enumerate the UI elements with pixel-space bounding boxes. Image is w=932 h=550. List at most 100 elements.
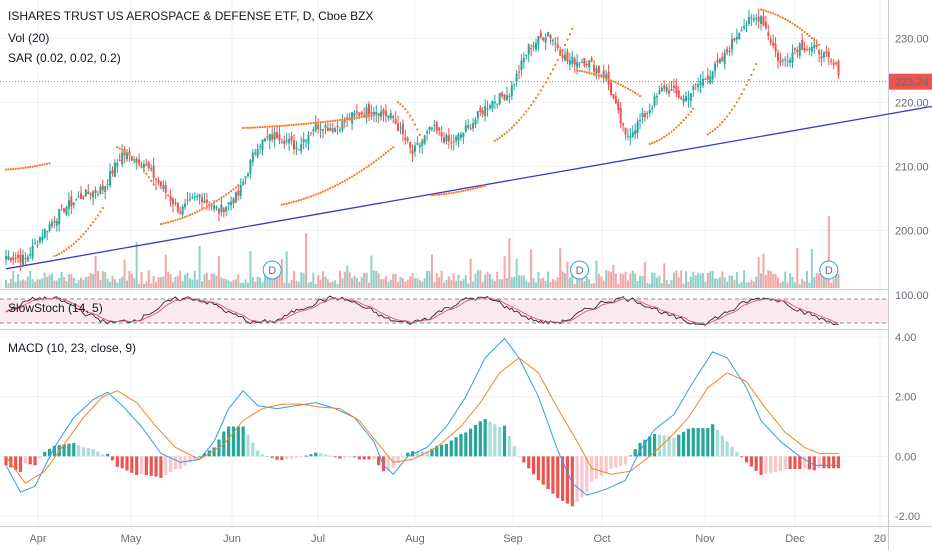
volume-bar (411, 273, 414, 288)
volume-bar (520, 275, 523, 288)
candle-body (77, 196, 80, 198)
candle-body (384, 110, 387, 117)
sar-dot (145, 172, 148, 175)
volume-bar (653, 272, 656, 288)
candle-body (389, 113, 392, 119)
candle-body (450, 142, 453, 144)
macd-histogram-bar (522, 456, 526, 463)
macd-histogram-bar (812, 456, 816, 471)
dividend-marker[interactable] (819, 260, 839, 280)
candle-body (38, 237, 41, 243)
sar-dot (152, 183, 155, 186)
sar-dot (169, 220, 172, 223)
macd-histogram-bar (183, 456, 187, 466)
sar-dot (360, 115, 363, 119)
sar-dot (203, 206, 206, 210)
sar-dot (464, 189, 467, 192)
candle-body (663, 85, 666, 89)
volume-bar (242, 282, 245, 288)
candle-body (665, 87, 668, 92)
sar-dot (65, 248, 68, 251)
candle-body (322, 129, 325, 132)
sar-dot (450, 191, 453, 195)
sar-dot (525, 110, 528, 113)
sar-dot (786, 19, 789, 22)
volume-bar (338, 270, 341, 288)
sar-dot (84, 230, 87, 233)
volume-bar (41, 278, 44, 288)
macd-histogram-bar (202, 453, 207, 457)
volume-bar (244, 279, 247, 288)
volume-bar (19, 280, 22, 288)
volume-bar (772, 274, 775, 288)
candle-body (307, 134, 310, 144)
sar-dot (370, 162, 373, 166)
sar-dot (53, 254, 56, 258)
volume-bar (438, 277, 441, 288)
macd-histogram-bar (420, 451, 424, 457)
candle-body (60, 205, 63, 207)
macd-histogram-bar (478, 421, 482, 457)
sar-dot (341, 118, 344, 121)
sar-dot (755, 62, 758, 66)
volume-bar (126, 280, 128, 288)
candle-body (251, 152, 254, 162)
candle-body (537, 35, 540, 45)
volume-bar (201, 281, 204, 288)
x-tick-label: Sep (503, 533, 523, 545)
dividend-marker[interactable] (570, 260, 590, 280)
sar-dot (283, 124, 286, 127)
volume-bar (251, 276, 254, 288)
volume-bar (63, 277, 66, 288)
candle-body (484, 106, 487, 116)
volume-bar (239, 283, 242, 288)
sar-dot (164, 221, 167, 225)
volume-bar (288, 283, 291, 288)
sar-dot (638, 94, 642, 98)
dividend-marker[interactable] (262, 260, 282, 280)
candle-body (735, 36, 738, 40)
sar-dot (19, 167, 22, 170)
macd-histogram-bar (43, 451, 47, 457)
x-tick-label: Apr (29, 533, 46, 545)
sar-dot (229, 190, 233, 193)
sar-dot (605, 77, 608, 80)
candle-body (268, 134, 271, 142)
candle-body (764, 21, 767, 29)
candle-body (435, 121, 438, 131)
volume-bar (116, 282, 119, 288)
candle-body (418, 144, 421, 148)
volume-bar (147, 270, 150, 288)
sar-dot (24, 166, 27, 169)
volume-bar (9, 278, 12, 288)
candle-body (733, 38, 736, 41)
candle-body (597, 65, 600, 74)
candle-body (96, 193, 99, 195)
volume-bar (346, 265, 349, 288)
candle-body (726, 49, 729, 53)
sar-dot (530, 103, 533, 107)
volume-bar (225, 278, 228, 288)
volume-bar (232, 280, 235, 288)
macd-histogram-bar (594, 456, 599, 479)
volume-bar (53, 280, 56, 288)
volume-bar (479, 270, 482, 288)
volume-bar (266, 272, 269, 288)
volume-bar (215, 275, 218, 288)
volume-bar (464, 275, 467, 288)
candle-body (714, 63, 717, 71)
candle-body (288, 139, 291, 144)
volume-bar (619, 273, 622, 288)
stoch-level-label: 100.00 (895, 290, 929, 302)
macd-histogram-bar (212, 447, 216, 457)
candle-body (152, 165, 155, 178)
sar-dot (474, 187, 477, 190)
volume-bar (329, 282, 332, 288)
sar-dot (684, 116, 688, 119)
macd-histogram-bar (473, 425, 478, 457)
volume-bar (663, 263, 666, 288)
sar-dot (334, 119, 337, 122)
sar-dot (79, 235, 83, 238)
macd-histogram-bar (14, 456, 18, 470)
